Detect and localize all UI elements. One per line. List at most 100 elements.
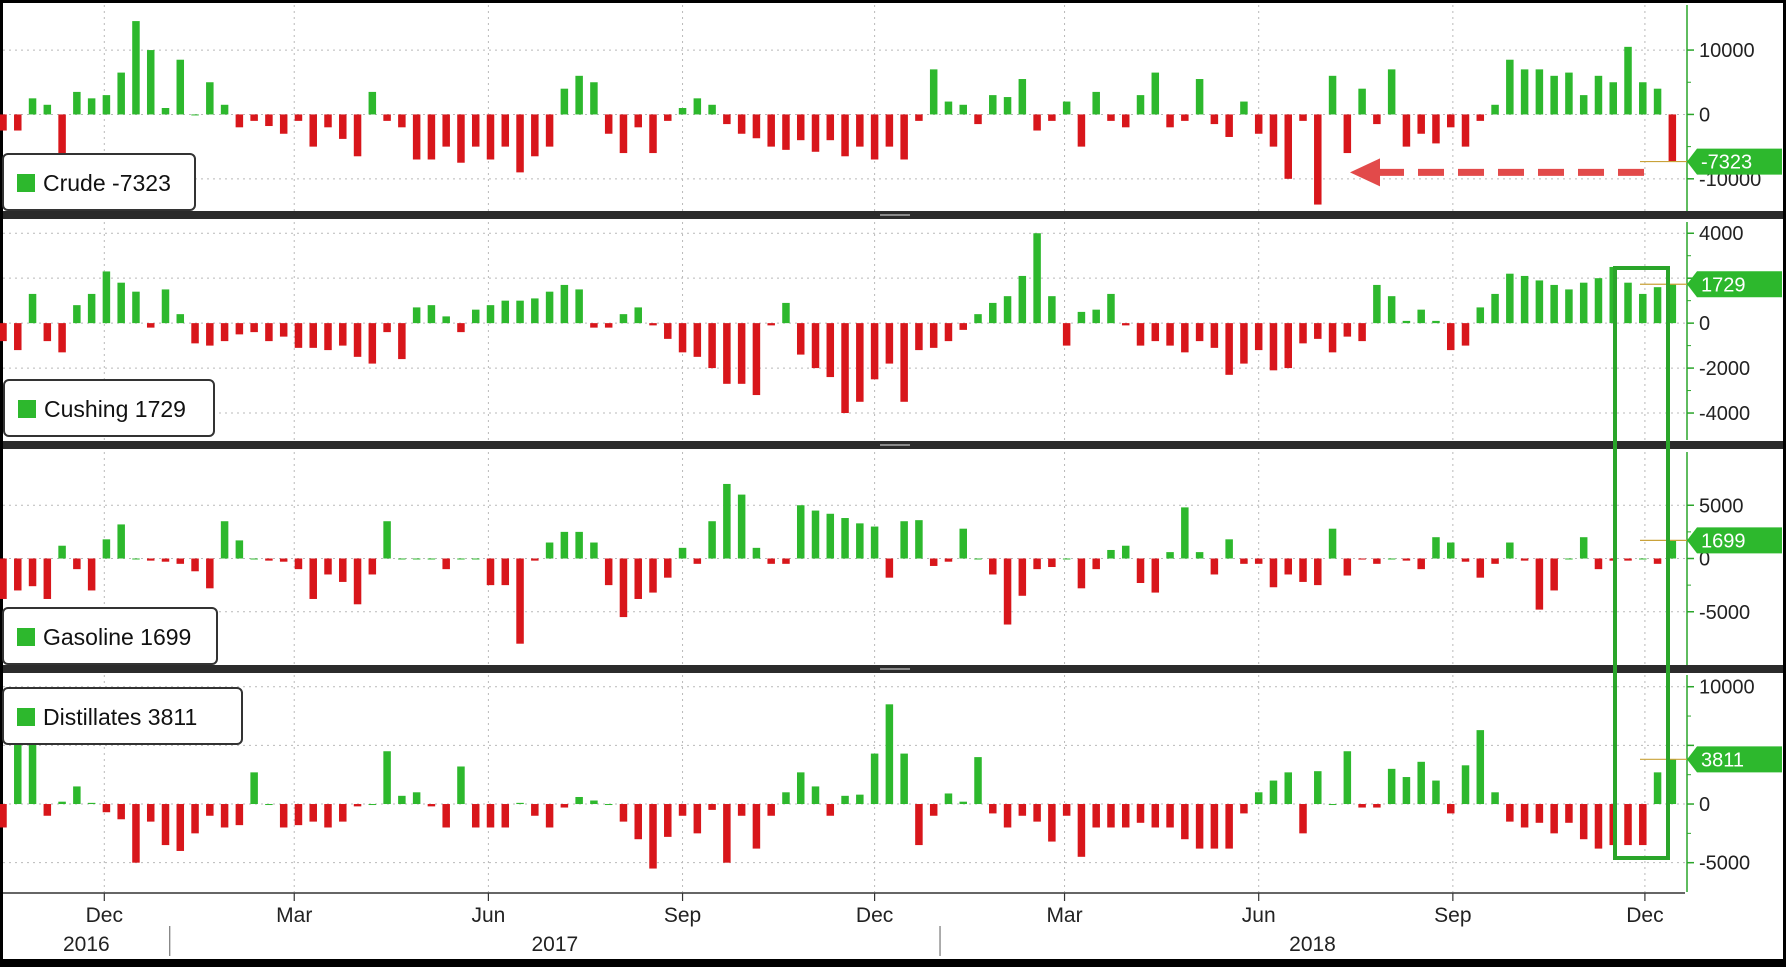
bar-distillates bbox=[1254, 792, 1263, 805]
bar-gasoline bbox=[811, 510, 820, 559]
bar-cushing bbox=[649, 323, 657, 326]
bar-gasoline bbox=[752, 547, 761, 559]
bar-cushing bbox=[1461, 323, 1470, 346]
bar-distillates bbox=[811, 786, 820, 805]
bar-gasoline bbox=[14, 558, 22, 591]
bar-gasoline bbox=[841, 518, 849, 559]
y-tick-label: 0 bbox=[1699, 104, 1710, 126]
bar-gasoline bbox=[1240, 558, 1248, 564]
bar-cushing bbox=[1624, 282, 1632, 324]
bar-crude bbox=[1579, 95, 1588, 115]
bar-gasoline bbox=[1181, 507, 1189, 559]
bar-gasoline bbox=[117, 524, 125, 559]
bar-gasoline bbox=[1520, 558, 1529, 561]
bar-crude bbox=[294, 114, 303, 121]
bar-crude bbox=[1151, 72, 1160, 115]
bar-crude bbox=[1003, 97, 1012, 115]
bar-crude bbox=[412, 114, 421, 160]
bar-crude bbox=[1609, 82, 1617, 115]
bar-cushing bbox=[1269, 323, 1278, 371]
bar-cushing bbox=[974, 314, 982, 324]
bar-gasoline bbox=[737, 494, 746, 559]
bar-gasoline bbox=[1402, 558, 1411, 561]
legend-swatch bbox=[17, 708, 35, 726]
bar-gasoline bbox=[1550, 558, 1558, 591]
bar-crude bbox=[723, 114, 731, 125]
bar-crude bbox=[471, 114, 480, 147]
x-month-label: Mar bbox=[276, 904, 312, 927]
bar-gasoline bbox=[28, 558, 37, 587]
bar-gasoline bbox=[73, 558, 81, 570]
bar-cushing bbox=[531, 298, 539, 324]
bar-distillates bbox=[309, 804, 317, 822]
bar-gasoline bbox=[1107, 549, 1115, 559]
bar-crude bbox=[575, 75, 583, 115]
bar-gasoline bbox=[1387, 558, 1396, 560]
bar-gasoline bbox=[324, 558, 332, 575]
bar-distillates bbox=[442, 804, 450, 828]
bar-gasoline bbox=[856, 523, 864, 559]
bar-distillates bbox=[161, 804, 170, 846]
bar-crude bbox=[265, 114, 273, 127]
bar-distillates bbox=[693, 804, 702, 834]
legend-swatch bbox=[17, 628, 35, 646]
bar-cushing bbox=[324, 323, 332, 351]
bar-gasoline bbox=[1328, 528, 1337, 559]
bar-cushing bbox=[1402, 320, 1411, 324]
bar-gasoline bbox=[1151, 558, 1160, 593]
legend-swatch bbox=[18, 400, 36, 418]
bar-crude bbox=[915, 114, 923, 121]
bar-gasoline bbox=[796, 505, 805, 559]
bar-gasoline bbox=[1461, 558, 1470, 562]
bar-cushing bbox=[14, 323, 22, 351]
bar-distillates bbox=[1151, 804, 1160, 828]
bar-cushing bbox=[811, 323, 820, 369]
bar-crude bbox=[161, 108, 170, 115]
bar-cushing bbox=[1181, 323, 1189, 353]
bar-distillates bbox=[1668, 759, 1677, 805]
last-value-badge bbox=[1687, 148, 1782, 175]
x-month-label: Sep bbox=[1434, 904, 1471, 927]
bar-distillates bbox=[176, 804, 185, 851]
bar-cushing bbox=[1121, 323, 1130, 326]
bar-cushing bbox=[28, 293, 37, 324]
bar-distillates bbox=[220, 804, 229, 828]
bar-gasoline bbox=[1225, 539, 1233, 559]
bar-distillates bbox=[398, 795, 406, 805]
bar-gasoline bbox=[339, 558, 347, 582]
legend-layer: Crude -7323 Cushing 1729 Gasoline 1699 Dist… bbox=[2, 153, 243, 745]
bar-distillates bbox=[324, 804, 332, 828]
bar-cushing bbox=[841, 323, 849, 414]
bar-crude bbox=[870, 114, 879, 160]
y-tick-label: 4000 bbox=[1699, 223, 1744, 245]
bar-gasoline bbox=[398, 558, 406, 560]
bar-distillates bbox=[531, 804, 539, 816]
bar-crude bbox=[102, 95, 111, 115]
bar-distillates bbox=[1107, 804, 1115, 828]
x-month-label: Dec bbox=[1626, 904, 1663, 927]
bar-cushing bbox=[782, 302, 790, 324]
bar-crude bbox=[545, 114, 554, 147]
legend-box bbox=[2, 687, 243, 745]
bar-distillates bbox=[73, 786, 81, 805]
bar-crude bbox=[1594, 75, 1603, 115]
bar-gasoline bbox=[1653, 558, 1662, 564]
bar-crude bbox=[974, 114, 982, 125]
bar-distillates bbox=[1387, 768, 1396, 805]
bar-cushing bbox=[1387, 296, 1396, 324]
bar-gasoline bbox=[885, 558, 894, 578]
bar-gasoline bbox=[279, 558, 288, 562]
bar-distillates bbox=[634, 804, 642, 840]
bar-gasoline bbox=[220, 521, 229, 559]
bar-crude bbox=[87, 98, 96, 115]
bar-cushing bbox=[604, 323, 613, 328]
bar-cushing bbox=[398, 323, 406, 360]
bar-cushing bbox=[1565, 289, 1573, 324]
bar-distillates bbox=[767, 804, 775, 816]
bar-crude bbox=[560, 88, 569, 115]
bar-cushing bbox=[1417, 309, 1425, 324]
bar-crude bbox=[1254, 114, 1263, 134]
bar-gasoline bbox=[294, 558, 303, 570]
bar-cushing bbox=[471, 309, 480, 324]
legend-label: Gasoline 1699 bbox=[43, 624, 191, 650]
